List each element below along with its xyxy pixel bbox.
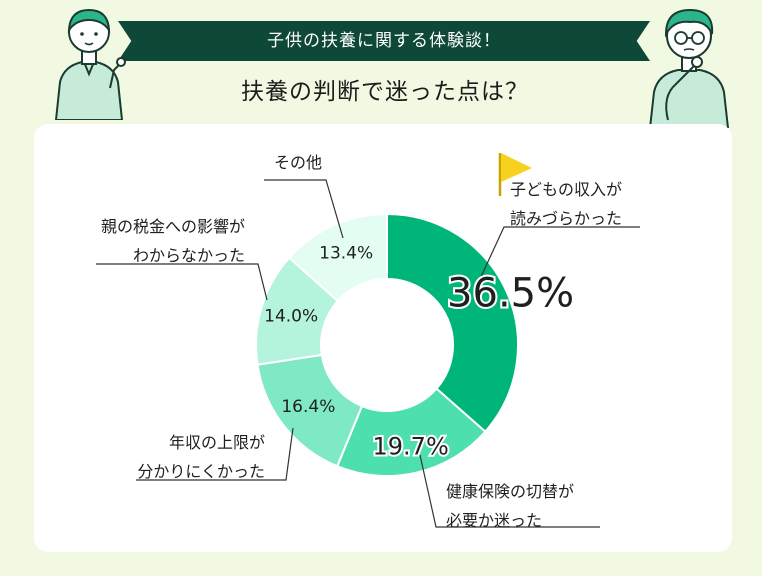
question-title: 扶養の判断で迷った点は？ [241,79,529,105]
donut-slice-5 [287,212,388,303]
title-banner: 子供の扶養に関する体験談！ [118,21,650,61]
category-label-3-line-1: 年収の上限が [169,433,265,452]
category-label-3-line-2: 分かりにくかった [137,462,265,481]
pointing-person-illustration [48,0,128,120]
value-label-5: 13.4% [319,244,373,264]
donut-slice-1 [386,212,519,434]
chart-card [34,124,732,552]
thinking-person-illustration [640,0,740,128]
category-label-2-line-1: 健康保険の切替が [446,482,574,501]
category-label-2-line-2: 必要か迷った [446,511,542,530]
value-label-3: 16.4% [281,397,335,417]
value-label-1: 36.5% [447,271,574,317]
donut-slice-2 [335,387,487,477]
value-label-4: 14.0% [264,306,318,326]
leader-line-5 [264,179,344,239]
leader-line-2 [419,454,600,528]
flag-icon [501,153,532,182]
category-label-4-line-2: わからなかった [133,246,245,265]
category-label-1-line-1: 子どもの収入が [510,180,622,199]
leader-line-3 [136,427,294,481]
category-label-1-line-2: 読みづらかった [510,209,622,228]
leader-line-4 [96,263,268,301]
category-label-5-line-1: その他 [274,153,322,172]
category-label-4-line-1: 親の税金への影響が [101,217,245,236]
leader-line-1 [479,226,640,280]
value-label-2: 19.7% [373,432,449,460]
